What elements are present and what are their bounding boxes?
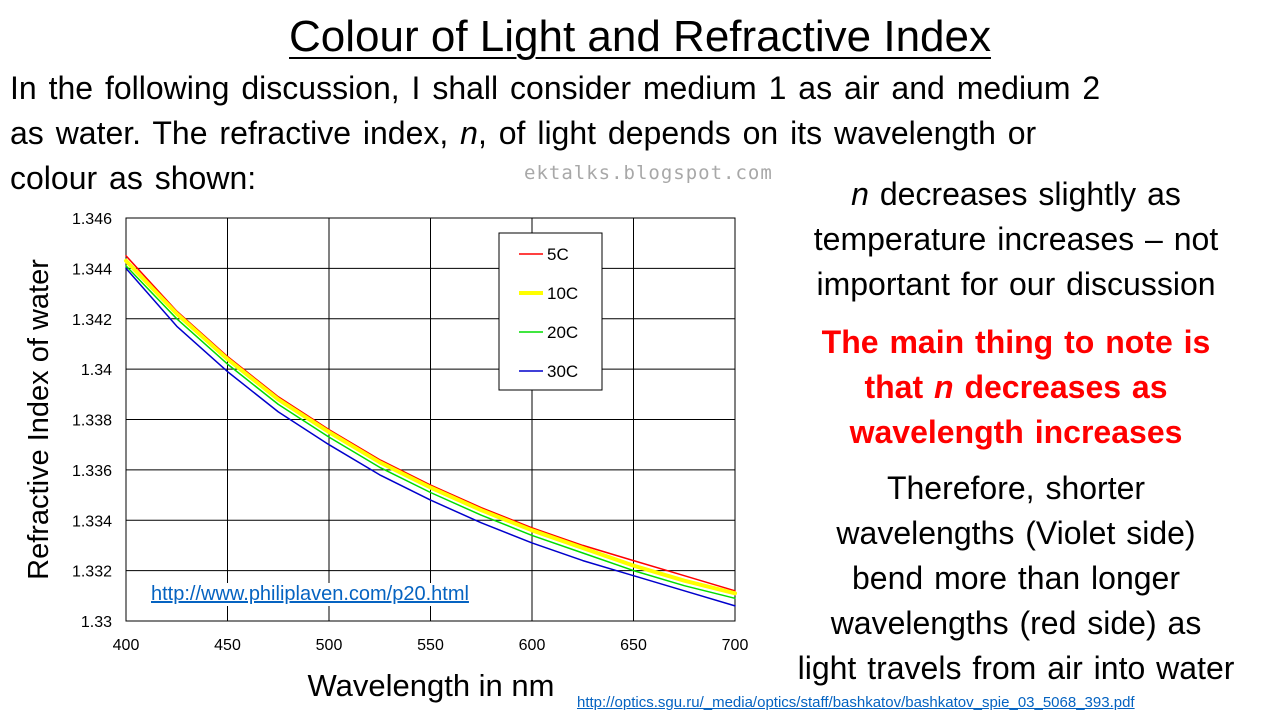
note-main-point-line-2-end: decreases as [953,369,1168,405]
y-tick-label: 1.338 [72,413,112,430]
slide-title: Colour of Light and Refractive Index [289,12,991,61]
refractive-index-chart: 1.33 1.332 1.334 1.336 1.338 1.34 1.342 1.344 1.… [0,195,760,720]
intro-line-2: as water. The refractive index, n, of li… [10,111,1260,156]
y-tick-label: 1.332 [72,564,112,581]
series-line-10C [124,258,737,596]
note-main-point-line-2-start: that [864,369,935,405]
intro-line-2-end: , of light depends on its wavelength or [477,115,1037,151]
chart-series-lines [124,255,737,607]
note-main-point-line-1: The main thing to note is [821,324,1211,360]
x-tick-label: 500 [316,637,343,654]
note-conclusion-line-5: light travels from air into water [797,650,1235,686]
note-temperature-line-1-rest: decreases slightly as [868,176,1181,212]
y-tick-label: 1.34 [81,362,112,379]
legend-label-30C: 30C [547,362,578,381]
note-conclusion-line-3: bend more than longer [852,560,1180,596]
x-tick-label: 700 [722,637,749,654]
philiplaven-link[interactable]: http://www.philiplaven.com/p20.html [151,583,469,606]
x-tick-label: 400 [113,637,140,654]
note-conclusion-line-4: wavelengths (red side) as [830,605,1202,641]
note-conclusion: Therefore, shorter wavelengths (Violet s… [762,466,1270,691]
intro-line-2-start: as water. The refractive index, [10,115,461,151]
note-main-point: The main thing to note is that n decreas… [762,320,1270,455]
chart-x-axis-label: Wavelength in nm [308,668,555,703]
y-tick-label: 1.336 [72,463,112,480]
y-tick-label: 1.342 [72,312,112,329]
y-tick-label: 1.334 [72,513,112,530]
note-temperature-line-1: n decreases slightly as [762,172,1270,217]
x-tick-label: 650 [620,637,647,654]
intro-line-1: In the following discussion, I shall con… [10,70,1101,106]
y-tick-label: 1.346 [72,211,112,228]
x-tick-label: 600 [519,637,546,654]
legend-label-20C: 20C [547,323,578,342]
chart-legend: 5C 10C 20C 30C [498,232,603,391]
note-main-point-line-3: wavelength increases [849,414,1183,450]
note-main-point-variable-n: n [934,369,954,405]
x-tick-label: 550 [417,637,444,654]
legend-label-5C: 5C [547,245,569,264]
source-pdf-link[interactable]: http://optics.sgu.ru/_media/optics/staff… [577,694,1135,711]
chart-y-tick-labels: 1.33 1.332 1.334 1.336 1.338 1.34 1.342 1.344 1.… [72,211,112,631]
note-temperature-variable-n: n [851,176,869,212]
note-main-point-line-2: that n decreases as [762,365,1270,410]
note-conclusion-line-2: wavelengths (Violet side) [836,515,1196,551]
chart-y-axis-label: Refractive Index of water [23,259,55,580]
intro-line-3: colour as shown: [10,160,257,196]
plot-area-border [125,217,736,622]
intro-text: In the following discussion, I shall con… [10,66,1260,201]
series-line-20C [125,265,736,600]
note-temperature-line-2: temperature increases – not [813,221,1219,257]
note-temperature-line-3: important for our discussion [816,266,1216,302]
chart-svg: 1.33 1.332 1.334 1.336 1.338 1.34 1.342 1.344 1.… [23,211,749,703]
intro-variable-n: n [460,115,478,151]
legend-box [498,232,603,391]
watermark: ektalks.blogspot.com [524,162,773,184]
y-tick-label: 1.344 [72,261,112,278]
x-tick-label: 450 [214,637,241,654]
y-tick-label: 1.33 [81,614,112,631]
legend-label-10C: 10C [547,284,578,303]
note-conclusion-line-1: Therefore, shorter [886,470,1146,506]
chart-x-tick-labels: 400 450 500 550 600 650 700 [113,637,749,654]
note-temperature: n decreases slightly as temperature incr… [762,172,1270,307]
series-line-30C [125,267,736,607]
chart-grid [125,217,736,622]
